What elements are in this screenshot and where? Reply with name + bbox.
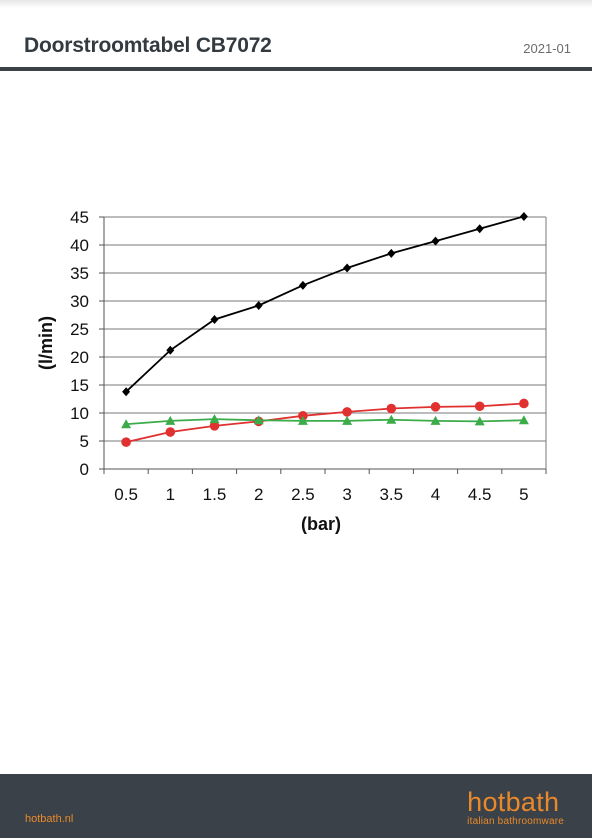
x-tick-label: 2.5 <box>291 485 315 504</box>
series-line-diamond <box>125 215 525 393</box>
x-tick-label: 3.5 <box>379 485 403 504</box>
x-tick-label: 3 <box>342 485 351 504</box>
data-point-circle <box>342 407 352 417</box>
y-tick-label: 10 <box>70 404 89 423</box>
series-line-circle <box>125 402 524 443</box>
data-point-circle <box>121 437 131 447</box>
data-point-triangle <box>518 415 529 425</box>
page-title: Doorstroomtabel CB7072 <box>24 34 272 57</box>
brand-logo: hotbath italian bathroomware <box>467 787 564 827</box>
x-tick-label: 5 <box>519 485 528 504</box>
data-point-triangle <box>430 415 441 425</box>
data-point-triangle <box>121 419 132 429</box>
data-point-circle <box>209 421 220 431</box>
data-point-triangle <box>386 414 397 424</box>
y-tick-label: 15 <box>70 376 89 395</box>
y-tick-label: 45 <box>70 208 89 227</box>
data-point-diamond <box>519 211 528 221</box>
x-tick-label: 4.5 <box>468 485 492 504</box>
data-point-triangle <box>253 415 264 425</box>
data-point-triangle <box>209 414 220 424</box>
data-point-circle <box>165 427 176 437</box>
chart-svg: 0 5 10 15 20 25 30 35 40 45 0.5 1 1.5 2 2.5 3 3.5 4 4.5 5 (b… <box>36 208 547 534</box>
data-point-circle <box>298 411 308 421</box>
data-point-diamond <box>343 263 352 273</box>
data-point-diamond <box>431 236 440 246</box>
document-date: 2021-01 <box>523 41 571 56</box>
data-point-circle <box>519 398 529 409</box>
y-tick-label: 0 <box>80 460 89 479</box>
y-tick-label: 20 <box>70 348 89 367</box>
data-point-diamond <box>166 345 175 355</box>
data-point-triangle <box>474 416 485 426</box>
flow-chart: 0 5 10 15 20 25 30 35 40 45 0.5 1 1.5 2 2.5 3 3.5 4 4.5 5 (b… <box>0 195 592 545</box>
footer-website-link[interactable]: hotbath.nl <box>25 813 74 825</box>
x-tick-label: 0.5 <box>114 485 138 504</box>
y-tick-label: 30 <box>70 292 89 311</box>
x-tick-label: 2 <box>254 485 263 504</box>
data-point-triangle <box>165 415 176 425</box>
data-point-triangle <box>297 415 308 425</box>
page-header: Doorstroomtabel CB7072 2021-01 <box>0 0 592 71</box>
data-point-circle <box>386 403 397 414</box>
data-point-diamond <box>210 314 219 324</box>
data-point-diamond <box>298 280 307 290</box>
top-shadow <box>0 0 592 8</box>
data-point-circle <box>430 402 441 412</box>
data-point-diamond <box>475 224 484 234</box>
brand-name: hotbath <box>467 787 560 817</box>
brand-tagline: italian bathroomware <box>467 816 564 827</box>
data-point-triangle <box>342 415 353 425</box>
x-tick-label: 4 <box>431 485 440 504</box>
x-tick-label: 1.5 <box>203 485 227 504</box>
header-divider <box>0 67 592 71</box>
series-line-triangle <box>126 418 524 426</box>
data-point-diamond <box>254 300 263 310</box>
data-point-diamond <box>122 387 131 397</box>
data-point-circle <box>474 401 485 412</box>
page-footer: hotbath.nl hotbath italian bathroomware <box>0 774 592 838</box>
x-tick-label: 1 <box>166 485 175 504</box>
data-point-diamond <box>387 248 396 258</box>
x-axis-title: (bar) <box>301 514 341 534</box>
y-axis-title: (l/min) <box>36 316 56 370</box>
y-tick-label: 40 <box>70 236 89 255</box>
y-tick-label: 35 <box>70 264 89 283</box>
y-tick-label: 25 <box>70 320 89 339</box>
y-tick-label: 5 <box>80 432 89 451</box>
